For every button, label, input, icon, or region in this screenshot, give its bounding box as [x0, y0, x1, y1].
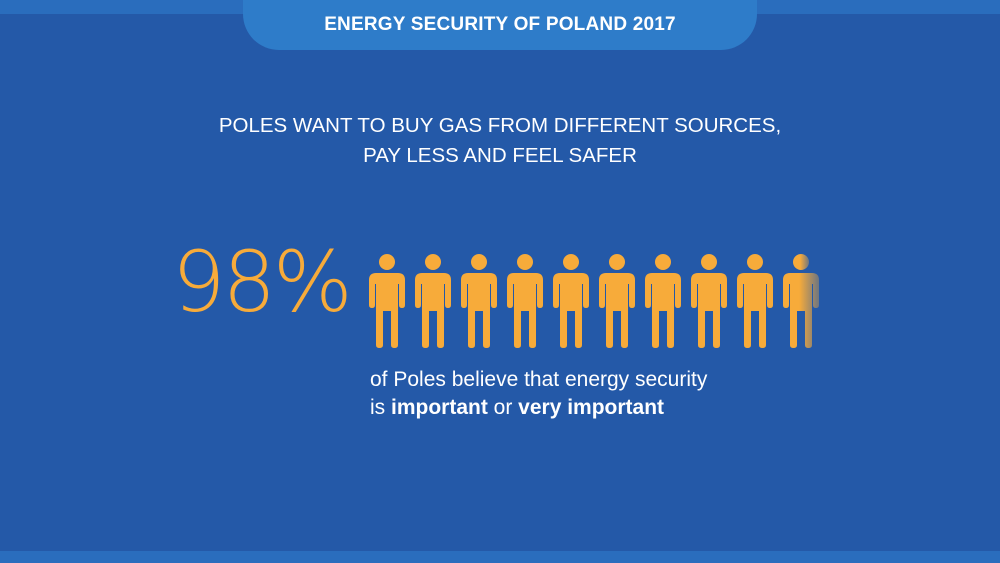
caption: of Poles believe that energy security is… — [370, 366, 707, 422]
person-icon — [369, 254, 405, 348]
person-icon — [783, 254, 819, 348]
person-icon — [553, 254, 589, 348]
person-icon — [415, 254, 451, 348]
person-icon — [507, 254, 543, 348]
person-icon — [737, 254, 773, 348]
percent-value: 98% — [172, 233, 353, 331]
people-icon-row — [369, 254, 819, 348]
person-icon — [461, 254, 497, 348]
caption-bold-important: important — [391, 396, 488, 419]
subtitle-line-2: PAY LESS AND FEEL SAFER — [363, 144, 637, 167]
subtitle-line-1: POLES WANT TO BUY GAS FROM DIFFERENT SOU… — [218, 114, 782, 137]
person-icon — [691, 254, 727, 348]
page-title: ENERGY SECURITY OF POLAND 2017 — [324, 14, 676, 35]
header-tab: ENERGY SECURITY OF POLAND 2017 — [243, 0, 757, 50]
person-icon — [645, 254, 681, 348]
caption-prefix: is — [370, 396, 391, 419]
caption-bold-very-important: very important — [518, 396, 665, 419]
caption-or: or — [487, 396, 519, 419]
caption-line-2: is important or very important — [370, 394, 707, 422]
caption-line-1: of Poles believe that energy security — [370, 368, 708, 391]
subtitle: POLES WANT TO BUY GAS FROM DIFFERENT SOU… — [100, 111, 900, 171]
bottom-border-strip — [0, 551, 1000, 563]
person-icon — [599, 254, 635, 348]
